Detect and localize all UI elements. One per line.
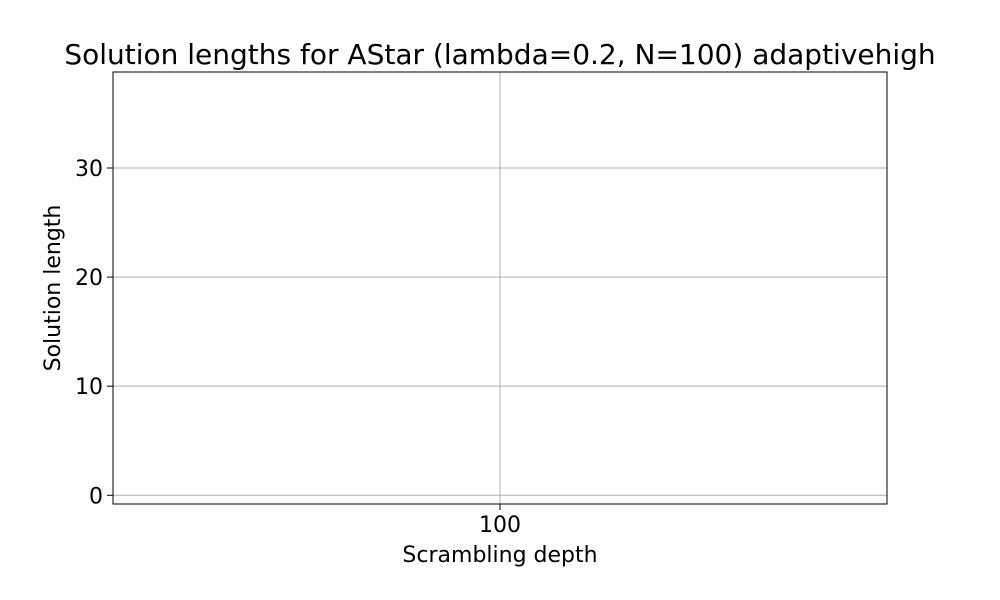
x-tick-label: 100 bbox=[479, 513, 521, 538]
y-tick-label: 30 bbox=[75, 157, 103, 182]
axes-frame bbox=[112, 71, 888, 505]
x-axis-ticks: 100 bbox=[479, 504, 521, 538]
x-axis-label: Scrambling depth bbox=[402, 543, 597, 568]
y-tick-label: 20 bbox=[75, 266, 103, 291]
chart-title: Solution lengths for AStar (lambda=0.2, … bbox=[64, 38, 935, 71]
y-tick-label: 0 bbox=[89, 484, 103, 509]
y-axis-label: Solution length bbox=[41, 205, 66, 372]
plot-area: 0 10 20 30 100 bbox=[75, 71, 888, 538]
y-axis-ticks: 0 10 20 30 bbox=[75, 157, 113, 509]
y-tick-label: 10 bbox=[75, 375, 103, 400]
